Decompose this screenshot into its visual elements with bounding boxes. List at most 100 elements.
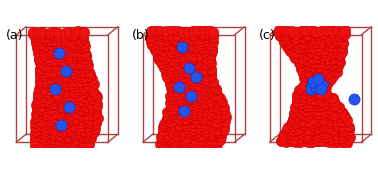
Point	[306, 91, 312, 94]
Point	[88, 135, 94, 138]
Point	[200, 140, 206, 143]
Point	[38, 121, 44, 124]
Point	[208, 124, 214, 126]
Point	[304, 78, 310, 80]
Point	[207, 88, 213, 91]
Point	[337, 61, 343, 63]
Point	[67, 56, 73, 59]
Point	[330, 96, 336, 99]
Point	[301, 29, 307, 32]
Point	[78, 81, 84, 84]
Point	[171, 113, 177, 115]
Point	[80, 86, 86, 89]
Point	[324, 103, 330, 105]
Point	[83, 76, 89, 79]
Point	[203, 62, 209, 65]
Point	[180, 48, 186, 51]
Point	[198, 58, 204, 61]
Point	[51, 39, 57, 42]
Point	[342, 116, 348, 118]
Point	[185, 51, 191, 54]
Point	[305, 43, 311, 46]
Point	[66, 65, 72, 67]
Point	[161, 66, 167, 69]
Point	[63, 75, 69, 78]
Point	[341, 114, 347, 117]
Point	[48, 52, 54, 55]
Point	[64, 84, 70, 86]
Point	[338, 45, 344, 48]
Point	[168, 33, 174, 36]
Point	[56, 126, 62, 129]
Point	[65, 139, 71, 142]
Point	[61, 126, 67, 129]
Point	[79, 116, 85, 118]
Point	[42, 82, 48, 85]
Point	[311, 68, 318, 70]
Point	[199, 48, 205, 51]
Point	[328, 96, 335, 99]
Point	[86, 128, 92, 131]
Point	[164, 43, 170, 46]
Point	[339, 51, 345, 53]
Point	[173, 115, 179, 118]
Point	[57, 78, 63, 81]
Point	[180, 31, 186, 34]
Point	[184, 136, 190, 139]
Point	[54, 76, 60, 79]
Point	[64, 106, 70, 109]
Point	[344, 118, 350, 121]
Point	[189, 63, 195, 65]
Point	[57, 122, 63, 125]
Point	[284, 38, 290, 40]
Point	[305, 114, 311, 117]
Point	[215, 108, 222, 111]
Point	[333, 47, 339, 49]
Point	[90, 86, 96, 89]
Point	[332, 49, 338, 52]
Point	[202, 69, 208, 72]
Point	[174, 62, 180, 65]
Point	[34, 102, 40, 104]
Point	[300, 37, 306, 39]
Point	[192, 119, 198, 122]
Point	[290, 130, 296, 132]
Point	[333, 42, 339, 45]
Point	[190, 85, 196, 87]
Point	[336, 113, 342, 116]
Point	[59, 137, 65, 140]
Point	[72, 92, 78, 95]
Point	[37, 86, 43, 89]
Point	[315, 35, 321, 38]
Point	[304, 34, 310, 37]
Point	[209, 35, 215, 38]
Point	[335, 62, 341, 65]
Point	[43, 114, 49, 116]
Point	[318, 88, 324, 90]
Point	[64, 51, 70, 53]
Point	[69, 101, 75, 104]
Point	[321, 117, 327, 120]
Point	[314, 81, 320, 84]
Point	[183, 117, 189, 120]
Point	[93, 112, 99, 115]
Point	[293, 51, 299, 54]
Point	[66, 61, 72, 63]
Point	[305, 33, 311, 36]
Point	[315, 78, 321, 81]
Point	[181, 54, 187, 57]
Point	[30, 31, 36, 34]
Point	[59, 110, 65, 113]
Point	[203, 63, 209, 66]
Point	[336, 138, 342, 141]
Point	[316, 49, 322, 51]
Point	[159, 63, 165, 65]
Point	[315, 58, 321, 60]
Point	[188, 107, 194, 110]
Point	[74, 111, 80, 114]
Point	[178, 103, 184, 106]
Point	[300, 47, 306, 50]
Point	[184, 112, 190, 115]
Point	[288, 139, 294, 142]
Point	[195, 84, 201, 87]
